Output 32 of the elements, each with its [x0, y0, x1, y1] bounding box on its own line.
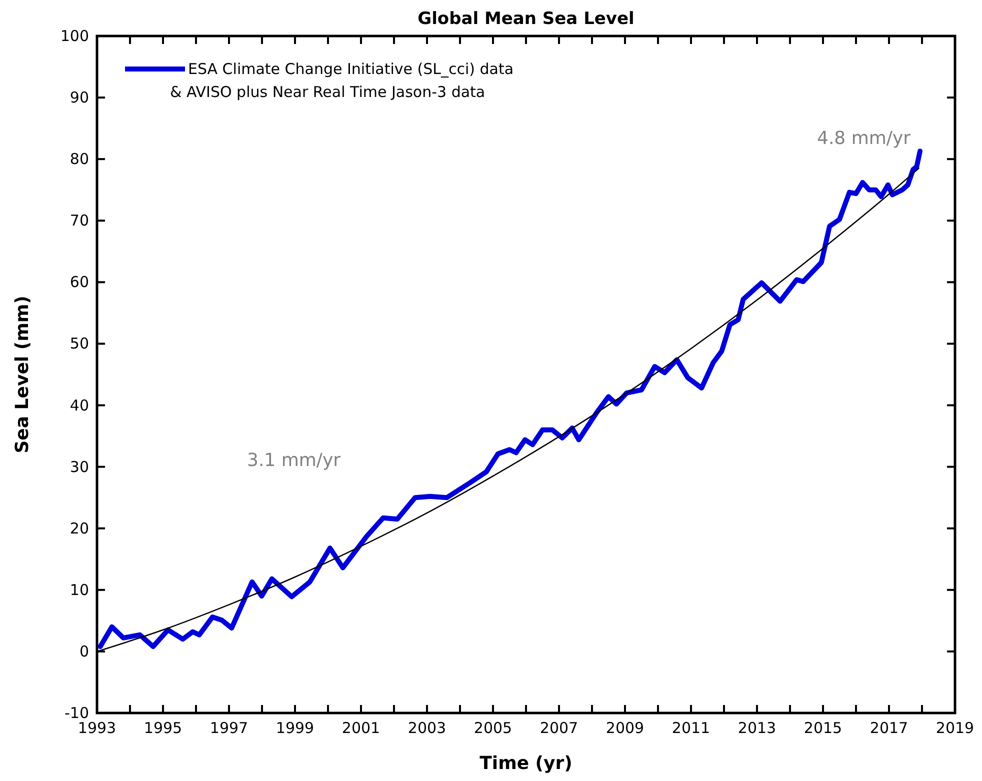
x-tick-label: 1997 — [210, 719, 248, 737]
y-tick-label: 0 — [79, 642, 89, 660]
annotation: 4.8 mm/yr — [817, 128, 912, 149]
x-tick-label: 2003 — [408, 719, 446, 737]
x-tick-label: 2015 — [804, 719, 842, 737]
x-tick-label: 2019 — [936, 719, 974, 737]
x-tick-label: 2005 — [474, 719, 512, 737]
y-axis-title: Sea Level (mm) — [12, 296, 33, 454]
x-tick-label: 2017 — [870, 719, 908, 737]
y-tick-label: -10 — [64, 704, 89, 722]
x-tick-label: 2013 — [738, 719, 776, 737]
y-tick-label: 100 — [60, 27, 89, 45]
y-tick-label: 90 — [70, 88, 89, 107]
x-tick-label: 1999 — [276, 719, 314, 737]
y-tick-label: 80 — [70, 150, 89, 168]
x-tick-label: 2009 — [606, 719, 644, 737]
y-tick-label: 30 — [70, 458, 89, 476]
y-tick-label: 70 — [70, 212, 89, 230]
y-tick-label: 50 — [70, 334, 89, 353]
x-tick-label: 2011 — [672, 719, 710, 737]
chart-title: Global Mean Sea Level — [418, 9, 634, 29]
annotation: 3.1 mm/yr — [247, 450, 342, 471]
y-tick-label: 20 — [70, 519, 89, 538]
x-tick-label: 1995 — [144, 719, 182, 737]
x-axis-title: Time (yr) — [480, 753, 572, 774]
y-tick-label: 40 — [70, 396, 89, 414]
y-tick-label: 10 — [70, 580, 89, 599]
y-tick-label: 60 — [70, 273, 89, 292]
x-tick-label: 1993 — [78, 719, 116, 737]
legend-label: ESA Climate Change Initiative (SL_cci) data & AVISO plus Near Real Time Jason-3 data — [170, 60, 514, 101]
x-tick-label: 2007 — [540, 719, 578, 737]
x-tick-label: 2001 — [342, 719, 380, 737]
